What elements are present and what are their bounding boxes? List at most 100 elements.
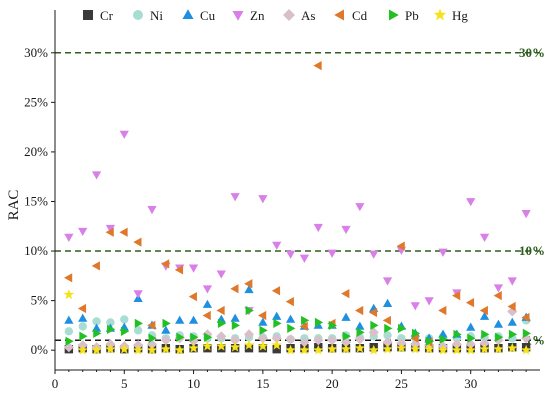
data-point-pb <box>301 315 310 326</box>
data-point-cd <box>382 315 391 326</box>
data-point-cd <box>465 297 475 308</box>
data-point-as <box>340 337 352 348</box>
data-point-cu <box>382 298 393 307</box>
data-point-as <box>451 339 462 350</box>
data-point-hg <box>63 289 75 300</box>
data-point-zn <box>78 227 88 237</box>
data-point-hg <box>423 343 435 354</box>
data-point-pb <box>217 318 227 329</box>
data-point-pb <box>370 320 379 331</box>
data-point-hg <box>354 342 366 353</box>
data-point-as <box>299 337 310 348</box>
legend: Cr Ni Cu Zn As Cd Pb Hg <box>83 8 468 23</box>
series-cd <box>64 61 530 347</box>
y-tick-label: 5% <box>31 293 49 308</box>
data-point-zn <box>91 171 102 180</box>
data-point-zn <box>216 270 226 279</box>
data-point-cd <box>341 289 350 299</box>
data-point-hg <box>479 343 490 354</box>
data-point-pb <box>384 323 393 333</box>
data-point-zn <box>521 210 531 219</box>
data-point-pb <box>439 334 448 344</box>
data-point-zn <box>64 233 74 242</box>
data-point-pb <box>453 329 462 339</box>
data-point-zn <box>202 285 213 294</box>
data-point-zn <box>355 203 365 212</box>
legend-item-cd: Cd <box>334 8 368 23</box>
data-point-hg <box>243 339 255 350</box>
data-point-hg <box>493 343 504 354</box>
data-point-pb <box>148 333 157 343</box>
data-point-hg <box>396 342 407 353</box>
data-point-zn <box>147 206 157 215</box>
y-tick-label: 20% <box>24 144 48 159</box>
data-point-cu <box>285 314 296 323</box>
data-point-cd <box>285 296 294 307</box>
data-point-cu <box>78 313 88 322</box>
data-point-zn <box>105 224 116 234</box>
data-point-pb <box>398 323 407 333</box>
x-tick-label: 0 <box>52 376 59 391</box>
data-point-as <box>257 333 268 344</box>
y-tick-label: 0% <box>31 342 49 357</box>
x-tick-label: 30 <box>464 376 477 391</box>
data-point-cd <box>230 284 239 294</box>
legend-marker-cd <box>334 9 344 21</box>
x-tick-label: 15 <box>256 376 269 391</box>
data-point-as <box>216 331 227 342</box>
data-point-pb <box>273 318 282 329</box>
legend-label: Pb <box>405 8 419 23</box>
data-point-zn <box>299 254 310 263</box>
y-tick-label: 30% <box>24 45 48 60</box>
series-as <box>63 306 532 353</box>
data-point-pb <box>314 317 324 328</box>
legend-label: Hg <box>452 8 468 23</box>
data-point-cd <box>77 303 87 314</box>
y-tick-label: 10% <box>24 243 48 258</box>
data-point-cu <box>258 317 268 326</box>
data-point-pb <box>467 333 476 343</box>
data-point-cu <box>175 315 185 324</box>
data-point-zn <box>369 250 379 259</box>
data-point-cd <box>452 291 461 301</box>
reference-line-label: 10% <box>519 243 545 258</box>
data-point-cd <box>493 291 502 301</box>
data-point-as <box>465 339 476 350</box>
legend-label: Ni <box>150 8 163 23</box>
legend-marker-cr <box>83 10 93 20</box>
data-point-cd <box>396 241 405 251</box>
y-tick-label: 25% <box>24 94 48 109</box>
data-point-cd <box>271 286 281 296</box>
data-point-cd <box>188 292 197 302</box>
legend-marker-ni <box>133 10 143 20</box>
data-point-as <box>382 337 393 348</box>
data-point-cu <box>355 321 365 330</box>
data-point-zn <box>285 250 296 259</box>
legend-item-cu: Cu <box>182 8 216 23</box>
data-point-hg <box>146 344 158 355</box>
data-point-pb <box>245 305 254 316</box>
data-point-pb <box>522 328 531 338</box>
data-point-hg <box>91 344 102 355</box>
legend-label: Cd <box>352 8 368 23</box>
data-point-zn <box>313 223 323 233</box>
data-point-cd <box>244 279 253 289</box>
data-point-as <box>63 342 74 353</box>
data-point-cd <box>147 320 156 331</box>
data-point-pb <box>190 332 199 342</box>
reference-line-label: 1% <box>526 332 546 347</box>
data-point-pb <box>425 336 434 346</box>
data-point-cd <box>133 237 142 247</box>
axes: 0% 5% 10% 15% 20% 25% 30% 0 5 10 15 20 25 30 <box>24 10 540 391</box>
data-point-cd <box>507 301 516 312</box>
data-point-hg <box>216 340 227 351</box>
data-point-hg <box>77 344 88 355</box>
data-point-as <box>327 335 338 346</box>
data-point-pb <box>134 318 143 329</box>
data-point-cd <box>479 305 488 316</box>
data-point-zn <box>272 241 282 250</box>
legend-item-hg: Hg <box>433 8 468 23</box>
data-point-as <box>243 329 255 340</box>
data-point-as <box>202 329 213 340</box>
